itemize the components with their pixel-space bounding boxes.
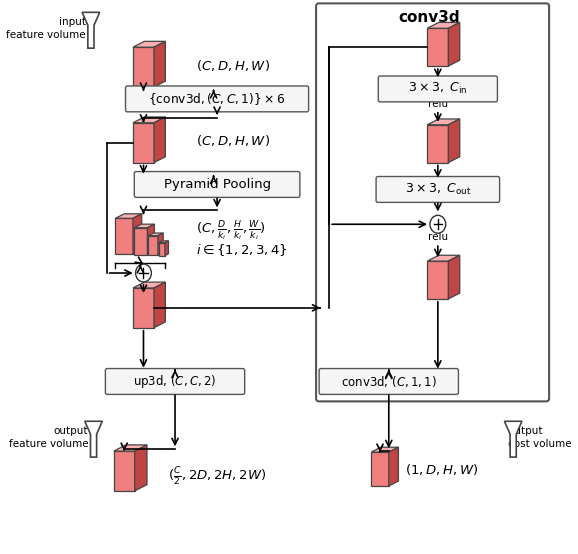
Text: $3 \times 3,\ C_{\rm out}$: $3 \times 3,\ C_{\rm out}$	[405, 182, 471, 197]
Text: $\{$conv3d,$\,(C, C, 1)\} \times 6$: $\{$conv3d,$\,(C, C, 1)\} \times 6$	[149, 91, 286, 107]
Polygon shape	[427, 125, 449, 162]
Text: Pyramid Pooling: Pyramid Pooling	[164, 178, 271, 191]
Circle shape	[430, 216, 446, 233]
Polygon shape	[427, 28, 449, 66]
Polygon shape	[133, 117, 165, 123]
Polygon shape	[135, 445, 147, 491]
Polygon shape	[133, 282, 165, 288]
Text: relu: relu	[428, 99, 448, 109]
Polygon shape	[505, 421, 522, 457]
Circle shape	[136, 264, 151, 282]
Text: $(C, D, H, W)$: $(C, D, H, W)$	[196, 58, 270, 73]
Polygon shape	[449, 22, 460, 66]
Polygon shape	[134, 224, 154, 228]
FancyBboxPatch shape	[105, 368, 244, 394]
Polygon shape	[158, 233, 163, 255]
Polygon shape	[114, 445, 147, 451]
FancyBboxPatch shape	[319, 368, 458, 394]
FancyBboxPatch shape	[134, 172, 300, 197]
Polygon shape	[82, 12, 99, 48]
Polygon shape	[154, 282, 165, 328]
Text: $(1, D, H, W)$: $(1, D, H, W)$	[405, 461, 478, 476]
Polygon shape	[371, 452, 389, 486]
Polygon shape	[427, 255, 460, 261]
Polygon shape	[389, 447, 398, 486]
Polygon shape	[449, 119, 460, 162]
Polygon shape	[427, 119, 460, 125]
Polygon shape	[149, 235, 158, 255]
Polygon shape	[114, 451, 135, 491]
Polygon shape	[159, 241, 168, 243]
Text: cost volume: cost volume	[508, 439, 572, 449]
FancyBboxPatch shape	[378, 76, 498, 102]
Polygon shape	[133, 123, 154, 162]
Text: feature volume: feature volume	[6, 30, 86, 40]
Text: conv3d: conv3d	[398, 10, 460, 25]
Polygon shape	[85, 421, 102, 457]
Polygon shape	[371, 447, 398, 452]
Polygon shape	[133, 42, 165, 47]
Text: $3 \times 3,\ C_{\rm in}$: $3 \times 3,\ C_{\rm in}$	[408, 81, 468, 96]
Text: feature volume: feature volume	[9, 439, 88, 449]
Polygon shape	[133, 288, 154, 328]
Text: relu: relu	[428, 232, 448, 242]
Polygon shape	[427, 261, 449, 299]
Text: conv3d, $(C, 1, 1)$: conv3d, $(C, 1, 1)$	[341, 374, 437, 389]
Polygon shape	[159, 243, 165, 255]
Polygon shape	[449, 255, 460, 299]
Text: up3d, $(C, C, 2)$: up3d, $(C, C, 2)$	[134, 373, 217, 390]
Polygon shape	[154, 117, 165, 162]
Polygon shape	[427, 22, 460, 28]
Text: output: output	[54, 426, 88, 436]
Polygon shape	[147, 224, 154, 255]
Text: output: output	[508, 426, 542, 436]
Polygon shape	[154, 42, 165, 87]
Polygon shape	[133, 47, 154, 87]
Polygon shape	[133, 214, 142, 254]
FancyBboxPatch shape	[125, 86, 309, 112]
Text: $i \in \{1, 2, 3, 4\}$: $i \in \{1, 2, 3, 4\}$	[196, 242, 288, 258]
FancyBboxPatch shape	[376, 177, 499, 202]
Text: $(C, \frac{D}{k_i}, \frac{H}{k_i}, \frac{W}{k_i})$: $(C, \frac{D}{k_i}, \frac{H}{k_i}, \frac…	[196, 219, 266, 243]
Polygon shape	[165, 241, 168, 255]
Polygon shape	[116, 218, 133, 254]
Text: $(C, D, H, W)$: $(C, D, H, W)$	[196, 133, 270, 148]
Text: $(\frac{C}{2}, 2D, 2H, 2W)$: $(\frac{C}{2}, 2D, 2H, 2W)$	[168, 466, 266, 488]
Polygon shape	[149, 233, 163, 235]
Polygon shape	[116, 214, 142, 218]
Polygon shape	[134, 228, 147, 255]
Text: input: input	[58, 17, 86, 27]
